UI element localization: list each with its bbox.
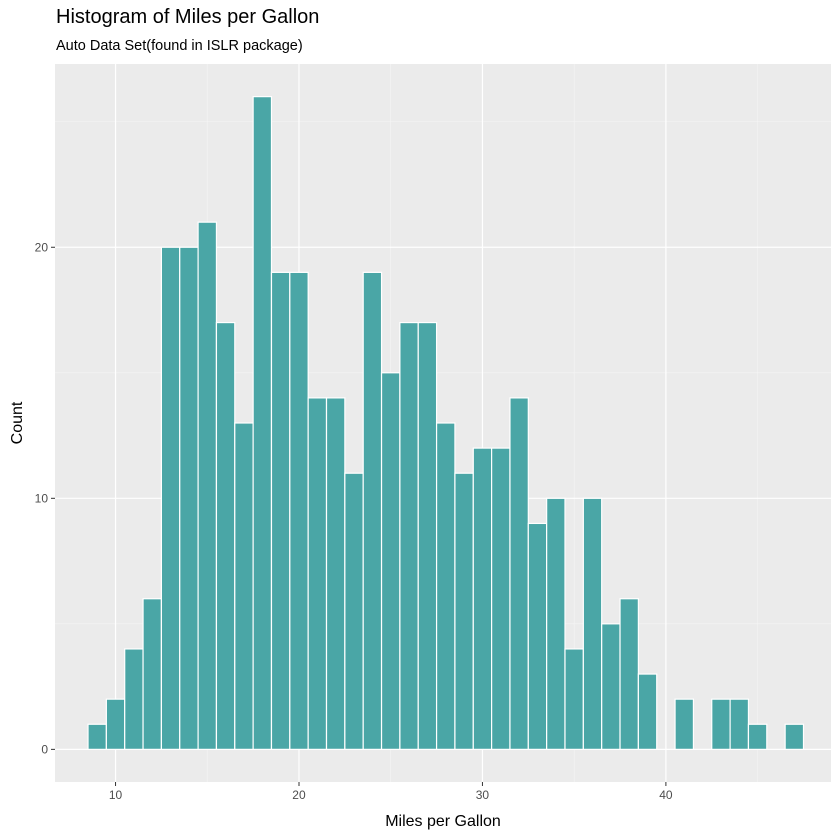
histogram-bar — [362, 271, 383, 750]
histogram-bar — [270, 271, 291, 750]
histogram-bar — [674, 698, 695, 750]
histogram-bar — [729, 698, 750, 750]
histogram-bar — [160, 246, 181, 750]
histogram-bar — [124, 648, 144, 750]
histogram-bar — [399, 321, 419, 750]
chart-subtitle: Auto Data Set(found in ISLR package) — [56, 38, 303, 54]
histogram-bar — [179, 246, 199, 750]
histogram-bar — [582, 497, 603, 750]
histogram-bar — [784, 723, 805, 750]
histogram-bar — [711, 698, 731, 750]
histogram-bar — [344, 472, 364, 750]
y-axis-title: Count — [9, 401, 26, 444]
histogram-bar — [601, 623, 621, 750]
histogram-bar — [289, 271, 309, 750]
histogram-bar — [234, 422, 254, 750]
histogram-bar — [252, 96, 273, 750]
y-tick-label: 10 — [35, 491, 49, 505]
histogram-bar — [380, 372, 401, 750]
chart-title: Histogram of Miles per Gallon — [56, 6, 320, 28]
x-axis-title: Miles per Gallon — [385, 813, 501, 830]
y-tick-label: 20 — [35, 240, 49, 254]
axes: 10 20 30 40 0 10 20 — [35, 240, 673, 802]
histogram-bar — [747, 723, 768, 750]
histogram-bars — [87, 96, 805, 750]
histogram-bar — [307, 397, 328, 750]
histogram-bar — [454, 472, 474, 750]
histogram-bar — [472, 447, 493, 750]
histogram-bar — [491, 447, 511, 750]
histogram-bar — [564, 648, 584, 750]
histogram-bar — [105, 698, 126, 750]
histogram-bar — [435, 422, 456, 750]
y-tick-label: 0 — [41, 742, 48, 756]
x-tick-label: 30 — [476, 788, 490, 802]
histogram-bar — [87, 723, 107, 750]
histogram-bar — [197, 221, 218, 750]
histogram-bar — [509, 397, 529, 750]
histogram-bar — [142, 598, 163, 750]
histogram-bar — [215, 321, 236, 750]
x-tick-label: 20 — [292, 788, 306, 802]
x-tick-label: 10 — [109, 788, 123, 802]
histogram-bar — [527, 522, 548, 750]
histogram-bar — [325, 397, 346, 750]
histogram-bar — [546, 497, 566, 750]
histogram-bar — [619, 598, 639, 750]
x-tick-label: 40 — [659, 788, 673, 802]
histogram-bar — [417, 321, 438, 750]
histogram-bar — [637, 673, 658, 750]
